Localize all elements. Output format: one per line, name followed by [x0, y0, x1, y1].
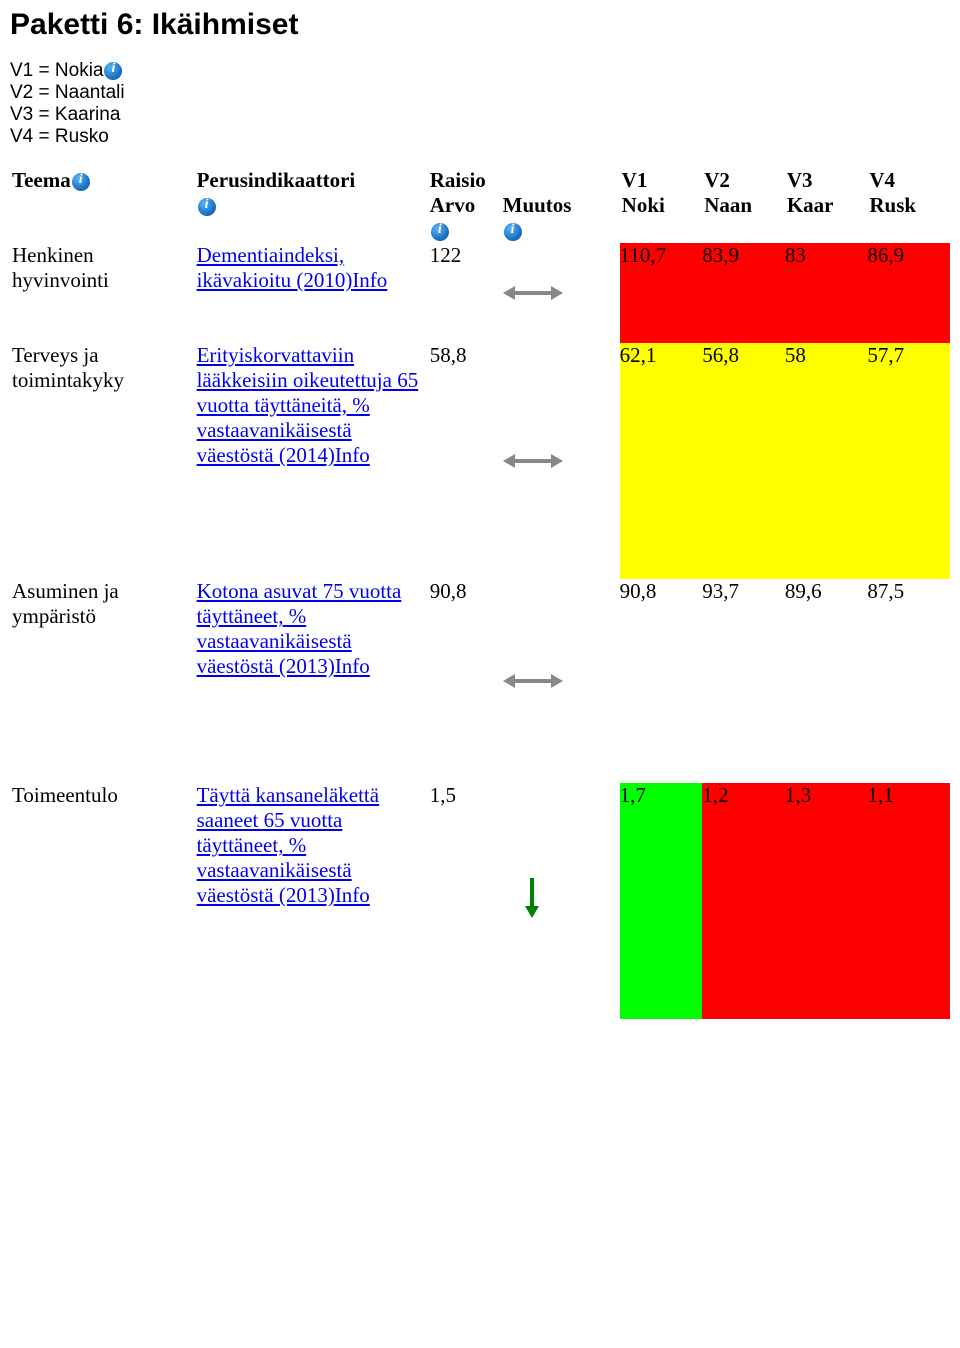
info-link[interactable]: Info: [335, 883, 370, 907]
table-row: Henkinen hyvinvointiDementiaindeksi, ikä…: [10, 243, 950, 343]
muutos-cell: [501, 783, 620, 1019]
value-text: 1,1: [867, 783, 950, 808]
trend-flat-icon: [503, 286, 563, 300]
col-v4b-header: Rusk: [867, 193, 950, 243]
arvo-cell: 90,8: [428, 579, 501, 783]
value-text: 93,7: [702, 579, 785, 604]
table-header-row: Teema Perusindikaattori Raisio V1 V2 V3 …: [10, 168, 950, 193]
value-text: 89,6: [785, 579, 868, 604]
data-table: Teema Perusindikaattori Raisio V1 V2 V3 …: [10, 168, 950, 1019]
v2-cell: 93,7: [702, 579, 785, 783]
v3-cell: 1,3: [785, 783, 868, 1019]
col-v2-header: V2: [702, 168, 785, 193]
indicator-cell: Kotona asuvat 75 vuotta täyttäneet, % va…: [195, 579, 428, 783]
legend-block: V1 = Nokia V2 = Naantali V3 = Kaarina V4…: [10, 60, 950, 148]
v3-cell: 89,6: [785, 579, 868, 783]
indicator-cell: Erityiskorvattaviin lääkkeisiin oikeutet…: [195, 343, 428, 579]
trend-flat-icon: [503, 674, 563, 688]
indicator-link[interactable]: Kotona asuvat 75 vuotta täyttäneet, % va…: [197, 579, 402, 678]
teema-cell: Toimeentulo: [10, 783, 195, 1019]
legend-v2: V2 = Naantali: [10, 82, 950, 104]
legend-text: V3 = Kaarina: [10, 104, 120, 126]
indicator-cell: Dementiaindeksi, ikävakioitu (2010)Info: [195, 243, 428, 343]
legend-text: V2 = Naantali: [10, 82, 125, 104]
value-text: 110,7: [620, 243, 703, 268]
v1-cell: 90,8: [620, 579, 703, 783]
value-text: 1,3: [785, 783, 868, 808]
col-teema-header: Teema: [10, 168, 195, 243]
indicator-cell: Täyttä kansaneläkettä saaneet 65 vuotta …: [195, 783, 428, 1019]
arvo-cell: 122: [428, 243, 501, 343]
arvo-cell: 58,8: [428, 343, 501, 579]
col-v3b-header: Kaar: [785, 193, 868, 243]
teema-cell: Henkinen hyvinvointi: [10, 243, 195, 343]
value-text: 1,2: [702, 783, 785, 808]
arvo-cell: 1,5: [428, 783, 501, 1019]
v4-cell: 87,5: [867, 579, 950, 783]
v4-cell: 86,9: [867, 243, 950, 343]
info-icon[interactable]: [104, 62, 122, 80]
indicator-link[interactable]: Erityiskorvattaviin lääkkeisiin oikeutet…: [197, 343, 419, 467]
v1-cell: 1,7: [620, 783, 703, 1019]
v3-cell: 58: [785, 343, 868, 579]
value-text: 57,7: [867, 343, 950, 368]
info-link[interactable]: Info: [352, 268, 387, 292]
col-raisio-header: Raisio: [428, 168, 620, 193]
v4-cell: 1,1: [867, 783, 950, 1019]
value-text: 90,8: [620, 579, 703, 604]
info-link[interactable]: Info: [335, 654, 370, 678]
v2-cell: 56,8: [702, 343, 785, 579]
muutos-cell: [501, 343, 620, 579]
value-text: 62,1: [620, 343, 703, 368]
v1-cell: 110,7: [620, 243, 703, 343]
v1-cell: 62,1: [620, 343, 703, 579]
value-text: 58: [785, 343, 868, 368]
legend-v4: V4 = Rusko: [10, 126, 950, 148]
info-icon[interactable]: [72, 173, 90, 191]
value-text: 56,8: [702, 343, 785, 368]
value-text: 87,5: [867, 579, 950, 604]
info-link[interactable]: Info: [335, 443, 370, 467]
col-v1-header: V1: [620, 168, 703, 193]
teema-cell: Asuminen ja ympäristö: [10, 579, 195, 783]
table-row: Terveys ja toimintakykyErityiskorvattavi…: [10, 343, 950, 579]
col-perus-header: Perusindikaattori: [195, 168, 428, 243]
table-row: ToimeentuloTäyttä kansaneläkettä saaneet…: [10, 783, 950, 1019]
value-text: 83: [785, 243, 868, 268]
indicator-link[interactable]: Dementiaindeksi, ikävakioitu (2010): [197, 243, 353, 292]
legend-v1: V1 = Nokia: [10, 60, 950, 82]
value-text: 83,9: [702, 243, 785, 268]
legend-text: V4 = Rusko: [10, 126, 109, 148]
col-v2b-header: Naan: [702, 193, 785, 243]
teema-cell: Terveys ja toimintakyky: [10, 343, 195, 579]
legend-v3: V3 = Kaarina: [10, 104, 950, 126]
v3-cell: 83: [785, 243, 868, 343]
trend-down-icon: [525, 878, 539, 918]
muutos-cell: [501, 579, 620, 783]
table-row: Asuminen ja ympäristöKotona asuvat 75 vu…: [10, 579, 950, 783]
v2-cell: 83,9: [702, 243, 785, 343]
info-icon[interactable]: [504, 223, 522, 241]
col-v1b-header: Noki: [620, 193, 703, 243]
legend-text: V1 = Nokia: [10, 60, 103, 82]
muutos-cell: [501, 243, 620, 343]
col-muutos-header: Muutos: [501, 193, 620, 243]
page-title: Paketti 6: Ikäihmiset: [10, 8, 950, 42]
col-v3-header: V3: [785, 168, 868, 193]
value-text: 1,7: [620, 783, 703, 808]
v4-cell: 57,7: [867, 343, 950, 579]
value-text: 86,9: [867, 243, 950, 268]
col-v4-header: V4: [867, 168, 950, 193]
col-arvo-header: Arvo: [428, 193, 501, 243]
v2-cell: 1,2: [702, 783, 785, 1019]
info-icon[interactable]: [431, 223, 449, 241]
info-icon[interactable]: [198, 198, 216, 216]
trend-flat-icon: [503, 454, 563, 468]
